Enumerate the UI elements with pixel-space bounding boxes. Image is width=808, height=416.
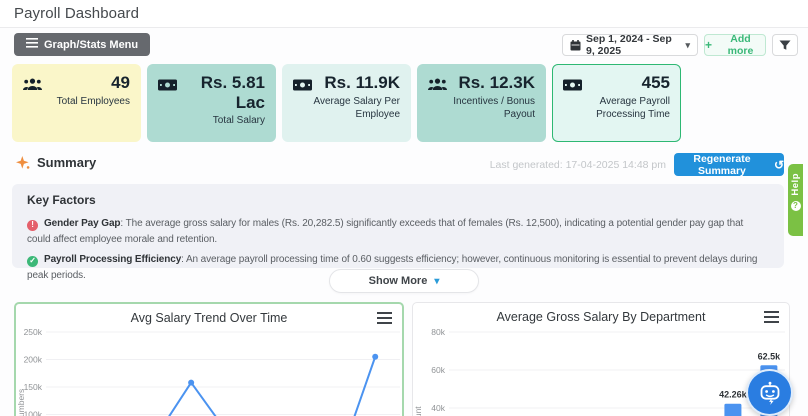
people-icon (23, 78, 42, 96)
key-factor-text: : An average payroll processing time of … (27, 254, 758, 281)
stat-value: 49 (111, 73, 130, 92)
avg-gross-salary-by-department-chart: Average Gross Salary By Department 80k 60… (412, 302, 790, 416)
chart-context-menu-icon[interactable] (376, 312, 392, 326)
svg-text:62.5k: 62.5k (758, 351, 782, 361)
svg-text:100k: 100k (24, 410, 43, 416)
calendar-icon (570, 39, 581, 51)
svg-text:Amount: Amount (413, 406, 423, 416)
banknote-icon (563, 78, 582, 96)
chevron-down-icon: ▾ (434, 275, 440, 287)
show-more-button[interactable]: Show More ▾ (329, 269, 479, 293)
funnel-icon (779, 40, 791, 51)
regenerate-label: Regenerate Summary (693, 152, 751, 177)
avg-salary-trend-chart: Avg Salary Trend Over Time 250k 200k 150k 1… (14, 302, 404, 416)
stat-card-total-employees[interactable]: 49 Total Employees (12, 64, 141, 142)
key-factor-text: : The average gross salary for males (Rs… (27, 218, 744, 245)
key-factor-processing-efficiency: ✓ Payroll Processing Efficiency: An avera… (27, 252, 769, 283)
chart-context-menu-icon[interactable] (763, 311, 779, 325)
help-question-icon: ? (790, 200, 801, 211)
show-more-label: Show More (368, 275, 428, 287)
svg-text:60k: 60k (431, 365, 445, 375)
svg-text:Numbers: Numbers (16, 389, 26, 416)
toolbar: Graph/Stats Menu Sep 1, 2024 - Sep 9, 20… (0, 31, 808, 57)
key-factor-title: Gender Pay Gap (44, 218, 121, 229)
date-range-picker[interactable]: Sep 1, 2024 - Sep 9, 2025 ▾ (562, 33, 698, 57)
page-header: Payroll Dashboard (0, 0, 808, 28)
svg-text:200k: 200k (24, 355, 43, 365)
plus-icon: + (705, 38, 713, 52)
date-range-value: Sep 1, 2024 - Sep 9, 2025 (586, 33, 672, 57)
key-factors-panel: Key Factors ! Gender Pay Gap: The average… (12, 184, 784, 281)
key-factors-heading: Key Factors (27, 193, 96, 207)
robot-icon (757, 380, 783, 406)
check-icon: ✓ (27, 255, 38, 267)
menu-button-label: Graph/Stats Menu (44, 38, 139, 51)
stat-cards-row: 49 Total Employees Rs. 5.81 Lac Total Sa… (12, 64, 681, 142)
add-more-button[interactable]: + Add more (704, 33, 766, 57)
chart-title: Average Gross Salary By Department (496, 310, 706, 324)
stat-card-incentives-bonus[interactable]: Rs. 12.3K Incentives / Bonus Payout (417, 64, 546, 142)
summary-row: Summary Last generated: 17-04-2025 14:48… (0, 150, 808, 178)
stat-value: 455 (641, 73, 670, 92)
regenerate-summary-button[interactable]: Regenerate Summary ↺ (674, 152, 784, 177)
stat-label: Total Salary (212, 115, 265, 127)
key-factor-gender-pay-gap: ! Gender Pay Gap: The average gross salar… (27, 216, 769, 247)
add-more-label: Add more (727, 33, 754, 57)
chart-title: Avg Salary Trend Over Time (130, 311, 288, 325)
graph-stats-menu-button[interactable]: Graph/Stats Menu (14, 33, 151, 56)
last-generated-text: Last generated: 17-04-2025 14:48 pm (489, 159, 666, 171)
people-icon (428, 78, 447, 96)
refresh-icon: ↺ (773, 157, 784, 172)
stat-label: Incentives / Bonus Payout (453, 95, 535, 120)
svg-text:40k: 40k (431, 403, 445, 413)
stat-label: Average Payroll Processing Time (596, 95, 670, 120)
stat-label: Total Employees (56, 95, 130, 107)
filter-button[interactable] (772, 34, 798, 56)
help-tab-label: Help (790, 173, 801, 196)
svg-text:42.26k: 42.26k (719, 390, 748, 400)
stat-label: Average Salary Per Employee (313, 95, 400, 120)
stat-value: Rs. 12.3K (458, 73, 535, 92)
chatbot-button[interactable] (746, 369, 793, 416)
page-title: Payroll Dashboard (14, 5, 140, 22)
sparkle-icon (16, 155, 30, 170)
banknote-icon (158, 78, 177, 96)
svg-text:150k: 150k (24, 382, 43, 392)
stat-value: Rs. 11.9K (324, 73, 400, 92)
svg-text:80k: 80k (431, 327, 445, 337)
summary-title-text: Summary (37, 155, 97, 170)
hamburger-icon (26, 38, 38, 51)
stat-card-average-salary[interactable]: Rs. 11.9K Average Salary Per Employee (282, 64, 411, 142)
key-factor-title: Payroll Processing Efficiency (44, 254, 182, 265)
help-tab[interactable]: Help ? (788, 164, 803, 236)
stat-card-total-salary[interactable]: Rs. 5.81 Lac Total Salary (147, 64, 276, 142)
chevron-down-icon: ▾ (685, 39, 690, 50)
banknote-icon (293, 78, 312, 96)
summary-heading: Summary (16, 155, 96, 170)
svg-text:250k: 250k (24, 327, 43, 337)
stat-card-payroll-processing-time[interactable]: 455 Average Payroll Processing Time (552, 64, 681, 142)
stat-value: Rs. 5.81 Lac (200, 73, 265, 112)
alert-icon: ! (27, 219, 38, 231)
